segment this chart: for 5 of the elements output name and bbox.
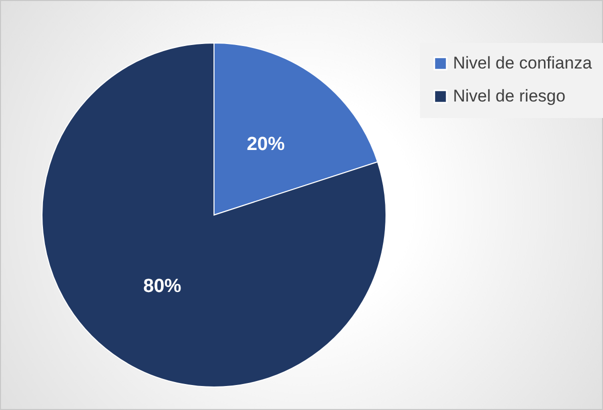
pie-slice (42, 42, 386, 388)
legend-label: Nivel de riesgo (453, 86, 566, 106)
data-label: 80% (143, 276, 182, 298)
data-label: 20% (246, 134, 285, 155)
legend-label: Nivel de confianza (453, 54, 592, 72)
